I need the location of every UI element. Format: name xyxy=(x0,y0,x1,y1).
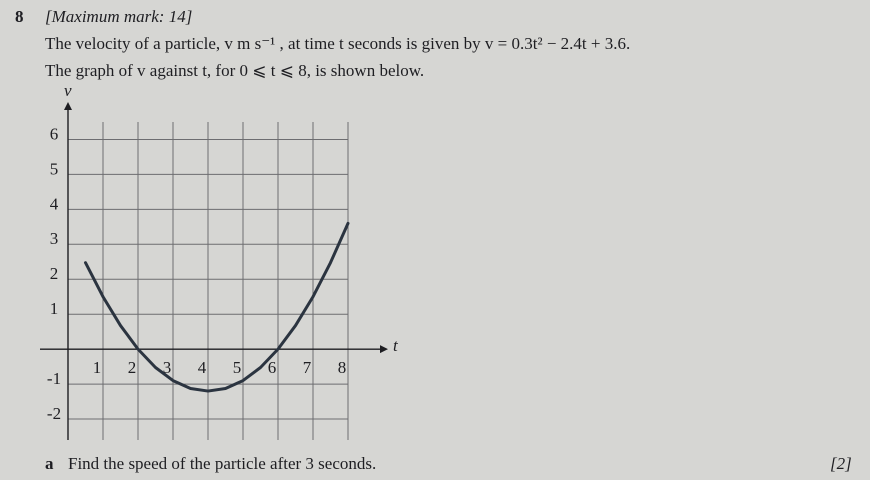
y-tick-label: -2 xyxy=(47,404,61,423)
y-arrow xyxy=(64,102,72,110)
x-tick-label: 3 xyxy=(163,358,172,377)
chart: t v 1 2 3 4 5 6 7 8 -2 -1 1 2 3 4 5 6 xyxy=(40,81,399,440)
y-tick-label: 5 xyxy=(50,159,59,178)
y-tick-label: 2 xyxy=(50,264,59,283)
x-arrow xyxy=(380,345,388,354)
x-tick-label: 2 xyxy=(128,358,137,377)
x-tick-label: 6 xyxy=(268,358,277,377)
y-axis-label: v xyxy=(64,81,72,100)
y-tick-label: -1 xyxy=(47,369,61,388)
x-tick-label: 8 xyxy=(338,358,347,377)
question-line: The velocity of a particle, v m s⁻¹ , at… xyxy=(45,34,630,53)
y-tick-label: 6 xyxy=(50,124,59,143)
curve xyxy=(84,221,350,393)
x-tick-label: 1 xyxy=(93,358,102,377)
max-mark: [Maximum mark: 14] xyxy=(45,7,192,26)
y-tick-label: 4 xyxy=(50,194,59,213)
x-tick-label: 7 xyxy=(303,358,312,377)
question-line: The graph of v against t, for 0 ⩽ t ⩽ 8,… xyxy=(45,61,424,80)
x-tick-label: 5 xyxy=(233,358,242,377)
question-number: 8 xyxy=(15,7,24,26)
x-axis-label: t xyxy=(393,336,399,355)
part-label: a xyxy=(45,454,54,473)
y-tick-label: 1 xyxy=(50,299,59,318)
part-text: Find the speed of the particle after 3 s… xyxy=(68,454,376,473)
y-tick-label: 3 xyxy=(50,229,59,248)
x-tick-label: 4 xyxy=(198,358,207,377)
part-marks: [2] xyxy=(830,454,852,473)
